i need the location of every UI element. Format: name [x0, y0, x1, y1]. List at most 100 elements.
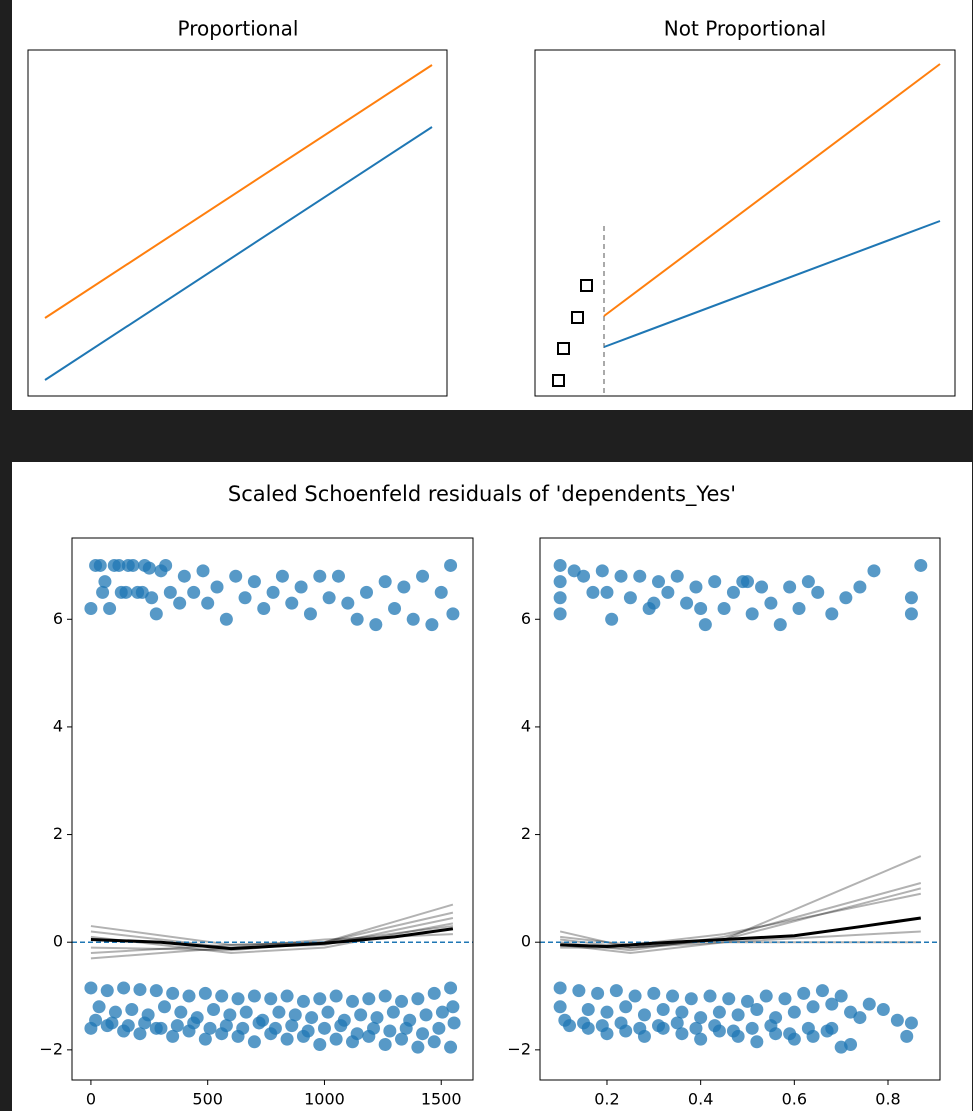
residual-point: [698, 618, 712, 632]
residual-point: [264, 992, 278, 1006]
illustration-line: [44, 64, 433, 319]
residual-point: [553, 607, 567, 621]
residual-point: [694, 1032, 708, 1046]
residual-point: [811, 585, 825, 599]
residual-point: [121, 1019, 135, 1033]
panel-title: Proportional: [177, 17, 298, 41]
residual-point: [577, 569, 591, 583]
residual-point: [187, 585, 201, 599]
residual-point: [313, 992, 327, 1006]
residual-point: [305, 1011, 319, 1025]
y-tick-label: 6: [53, 609, 63, 628]
residual-point: [157, 1000, 171, 1014]
residual-point: [689, 580, 703, 594]
residual-point: [834, 989, 848, 1003]
residual-point: [354, 1008, 368, 1022]
residual-point: [647, 596, 661, 610]
residual-point: [670, 1016, 684, 1030]
panel-title: Not Proportional: [664, 17, 826, 41]
residual-point: [834, 1040, 848, 1054]
residual-point: [740, 994, 754, 1008]
residual-point: [801, 575, 815, 589]
residual-point: [904, 607, 918, 621]
residual-point: [773, 618, 787, 632]
residual-point: [661, 585, 675, 599]
residual-point: [174, 1005, 188, 1019]
residual-point: [341, 596, 355, 610]
residual-point: [904, 1016, 918, 1030]
residual-point: [215, 989, 229, 1003]
residual-point: [914, 558, 928, 572]
residual-point: [159, 558, 173, 572]
residual-point: [149, 607, 163, 621]
residual-point: [783, 1027, 797, 1041]
x-tick-label: 1500: [421, 1090, 462, 1109]
x-tick-label: 1000: [304, 1090, 345, 1109]
residual-point: [900, 1029, 914, 1043]
residual-point: [446, 1000, 460, 1014]
residual-point: [117, 981, 131, 995]
residual-point: [397, 580, 411, 594]
residual-point: [722, 992, 736, 1006]
x-tick-label: 500: [192, 1090, 223, 1109]
residual-point: [98, 575, 112, 589]
residual-point: [862, 997, 876, 1011]
y-tick-label: 2: [53, 824, 63, 843]
residual-point: [820, 1024, 834, 1038]
residual-point: [84, 602, 98, 616]
square: [571, 311, 584, 324]
residual-point: [345, 994, 359, 1008]
x-tick-label: 0.6: [782, 1090, 807, 1109]
residual-point: [670, 569, 684, 583]
residual-point: [149, 984, 163, 998]
residual-point: [294, 580, 308, 594]
residual-point: [689, 1021, 703, 1035]
illustration-line: [603, 63, 941, 317]
residual-point: [703, 989, 717, 1003]
residual-point: [92, 1000, 106, 1014]
residual-point: [745, 607, 759, 621]
residual-point: [219, 1019, 233, 1033]
residual-point: [198, 1032, 212, 1046]
residual-point: [726, 585, 740, 599]
bootstrap-line: [560, 892, 921, 946]
residual-point: [553, 558, 567, 572]
residual-point: [444, 558, 458, 572]
residual-point: [406, 612, 420, 626]
residual-point: [252, 1016, 266, 1030]
residual-point: [614, 569, 628, 583]
residual-point: [247, 989, 261, 1003]
axes-frame: [539, 537, 941, 1081]
residual-point: [166, 1029, 180, 1043]
residual-point: [96, 585, 110, 599]
residual-point: [839, 591, 853, 605]
residual-point: [605, 612, 619, 626]
residual-point: [755, 580, 769, 594]
residual-point: [553, 575, 567, 589]
residual-point: [93, 558, 107, 572]
residual-point: [303, 607, 317, 621]
residual-point: [558, 1013, 572, 1027]
residual-point: [395, 994, 409, 1008]
residual-point: [350, 1027, 364, 1041]
residual-point: [801, 1021, 815, 1035]
residual-point: [399, 1021, 413, 1035]
bootstrap-line: [90, 911, 454, 954]
residual-point: [329, 989, 343, 1003]
x-tick-label: 0: [86, 1090, 96, 1109]
residual-point: [301, 1024, 315, 1038]
residual-point: [595, 564, 609, 578]
residual-point: [210, 580, 224, 594]
residual-point: [591, 986, 605, 1000]
residual-point: [257, 602, 271, 616]
residual-point: [362, 992, 376, 1006]
y-tick-label: 4: [53, 716, 63, 735]
residual-point: [764, 596, 778, 610]
residual-point: [656, 1002, 670, 1016]
residual-point: [778, 992, 792, 1006]
residual-point: [388, 602, 402, 616]
residual-point: [783, 580, 797, 594]
residual-point: [84, 981, 98, 995]
x-tick-label: 0.8: [875, 1090, 900, 1109]
